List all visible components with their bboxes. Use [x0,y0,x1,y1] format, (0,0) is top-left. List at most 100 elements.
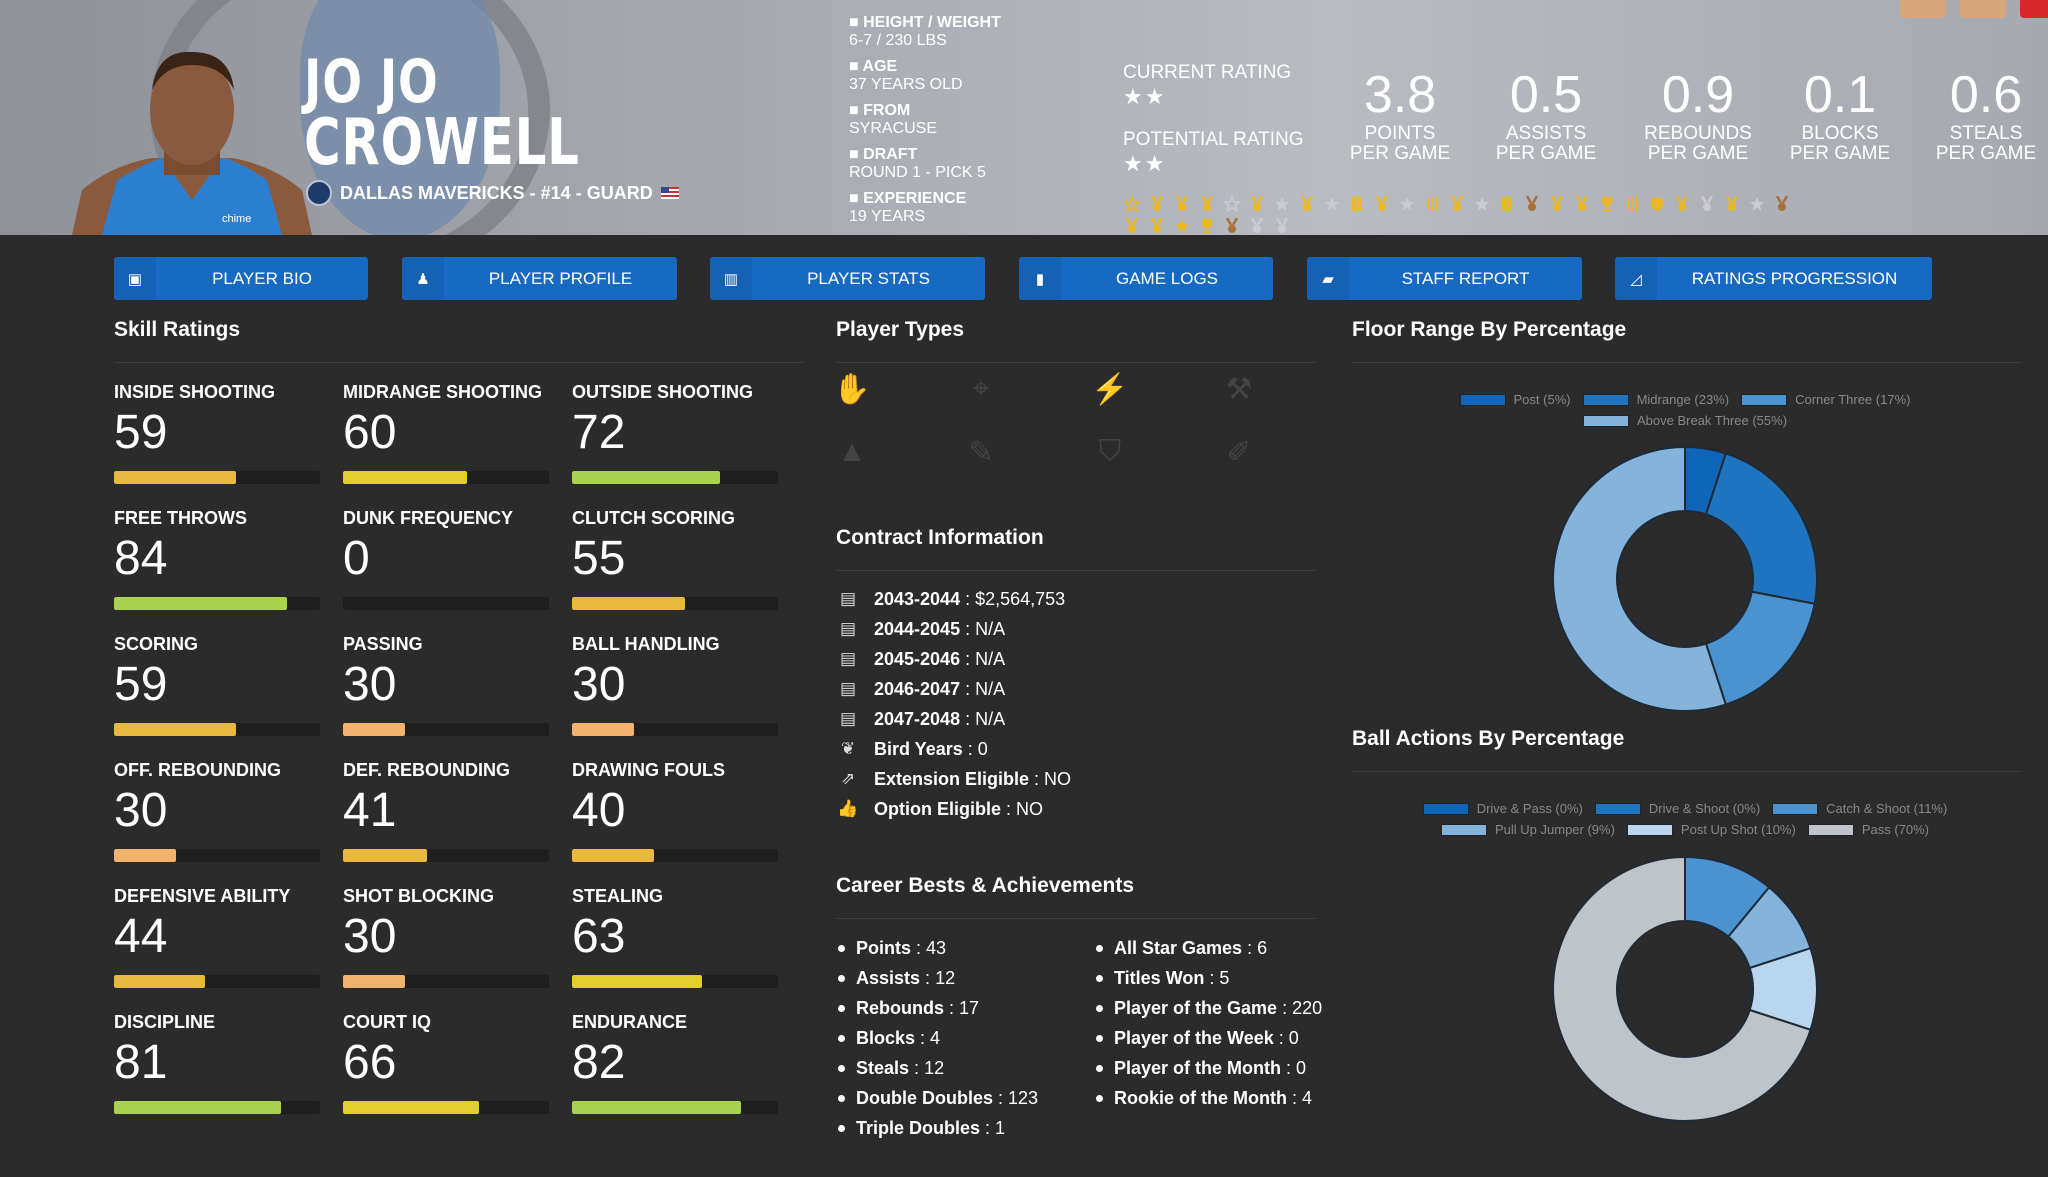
legend-label: Pull Up Jumper (9%) [1494,822,1615,837]
skill-rating: COURT IQ 66 [343,1012,549,1114]
magic-wand-icon[interactable]: ✎ [968,436,994,469]
divider [1352,771,2022,772]
skill-bar-fill [572,723,634,736]
career-value: 0 [1296,1058,1307,1078]
award-star-icon[interactable] [1273,196,1291,212]
award-medal-icon[interactable] [1698,196,1716,212]
contract-value: N/A [975,708,1006,729]
clipboard-icon: ▮ [1019,257,1061,300]
award-star-icon[interactable] [1473,196,1491,212]
award-star-outline-icon[interactable] [1223,196,1241,212]
award-star-icon[interactable] [1748,196,1766,212]
legend-swatch [1772,802,1819,815]
contract-line: 👍 Option Eligible : NO [837,798,1044,819]
contract-value: N/A [975,618,1006,639]
contract-label: 2047-2048 [874,708,961,729]
award-trophy-icon[interactable] [1598,196,1616,212]
contract-line: ⇗ Extension Eligible : NO [836,764,1071,794]
award-medal-icon[interactable] [1523,196,1541,212]
basketball-hand-icon[interactable]: ✋ [833,373,871,406]
legend-item[interactable]: Drive & Shoot (0%) [1594,801,1760,816]
award-star-icon[interactable] [1398,196,1416,212]
donut-slice[interactable] [1704,590,1816,706]
awards-row [1123,218,1291,234]
award-star-outline-icon[interactable] [1123,196,1141,212]
career-item: Rookie of the Month : 4 [1094,1083,1324,1113]
cone-icon[interactable]: ▲ [837,435,867,468]
current-rating-label: CURRENT RATING [1123,62,1292,83]
award-star-icon[interactable] [1173,218,1191,234]
stat-value: 0.1 [1803,66,1877,124]
career-item: Points : 43 [836,933,1038,963]
award-medal-icon[interactable] [1148,196,1166,212]
legend-label: Above Break Three (55%) [1636,413,1788,428]
legend-item[interactable]: Corner Three (17%) [1741,392,1910,407]
legend-item[interactable]: Above Break Three (55%) [1582,413,1788,428]
stat-per-game: 0.5 ASSISTS PER GAME [1471,66,1621,164]
skill-value: 72 [572,406,626,459]
skill-bar [572,849,778,862]
skill-label: DEFENSIVE ABILITY [114,886,291,906]
award-medal-icon[interactable] [1273,218,1291,234]
donut-slice[interactable] [1552,855,1812,1122]
prev-player-button[interactable] [1900,0,1946,18]
nav-player-profile-button[interactable]: ♟ PLAYER PROFILE [402,257,677,300]
award-trophy-icon[interactable] [1198,218,1216,234]
award-bars-icon[interactable] [1348,196,1366,212]
contract-value: NO [1044,768,1072,789]
award-medal-icon[interactable] [1448,196,1466,212]
contract-line: ▤ 2046-2047 : N/A [836,674,1071,704]
ruler-icon: ■ [849,14,864,31]
award-medal-icon[interactable] [1773,196,1791,212]
award-medal-icon[interactable] [1723,196,1741,212]
donut-slice[interactable] [1552,445,1728,712]
broom-icon[interactable]: ✐ [1226,436,1252,469]
award-medal-icon[interactable] [1223,218,1241,234]
award-bars-icon[interactable] [1623,196,1641,212]
stat-label: REBOUNDS [1644,123,1752,144]
nav-game-logs-button[interactable]: ▮ GAME LOGS [1019,257,1273,300]
award-star-icon[interactable] [1323,196,1341,212]
legend-item[interactable]: Drive & Pass (0%) [1422,801,1583,816]
nav-ratings-progression-button[interactable]: ◿ RATINGS PROGRESSION [1615,257,1932,300]
legend-item[interactable]: Catch & Shoot (11%) [1772,801,1947,816]
legend-item[interactable]: Post Up Shot (10%) [1626,822,1796,837]
legend-item[interactable]: Pull Up Jumper (9%) [1440,822,1615,837]
skill-rating: BALL HANDLING 30 [572,634,778,736]
hammer-icon[interactable]: ⚒ [1225,373,1253,406]
award-medal-icon[interactable] [1248,196,1266,212]
legend-item[interactable]: Pass (70%) [1807,822,1929,837]
award-medal-icon[interactable] [1123,218,1141,234]
award-medal-icon[interactable] [1173,196,1191,212]
crosshair-icon[interactable]: ⌖ [972,372,990,405]
nav-staff-report-button[interactable]: ▰ STAFF REPORT [1307,257,1582,300]
next-player-button[interactable] [1960,0,2006,18]
award-medal-icon[interactable] [1673,196,1691,212]
award-bars-icon[interactable] [1498,196,1516,212]
award-medal-icon[interactable] [1148,218,1166,234]
shield-icon[interactable]: ⛉ [1098,435,1122,468]
close-button[interactable] [2020,0,2048,18]
award-medal-icon[interactable] [1198,196,1216,212]
skill-bar-fill [572,849,655,862]
team-line: DALLAS MAVERICKS - #14 - GUARD [306,180,679,206]
legend-item[interactable]: Midrange (23%) [1582,392,1729,407]
award-medal-icon[interactable] [1373,196,1391,212]
career-item: Titles Won : 5 [1094,963,1324,993]
career-item: Triple Doubles : 1 [836,1113,1038,1143]
player-photo: chime [72,51,312,235]
info-value: ROUND 1 - PICK 5 [849,164,986,181]
nav-player-bio-button[interactable]: ▣ PLAYER BIO [114,257,368,300]
bolt-icon[interactable]: ⚡ [1091,373,1129,406]
award-medal-icon[interactable] [1298,196,1316,212]
award-medal-icon[interactable] [1548,196,1566,212]
skill-label: DEF. REBOUNDING [343,760,511,780]
award-shield-icon[interactable] [1648,196,1666,212]
legend-item[interactable]: Post (5%) [1459,392,1571,407]
comment-icon: ▰ [1307,257,1349,300]
donut-slice[interactable] [1704,452,1818,605]
award-medal-icon[interactable] [1248,218,1266,234]
award-bars-icon[interactable] [1423,196,1441,212]
award-medal-icon[interactable] [1573,196,1591,212]
nav-player-stats-button[interactable]: ▥ PLAYER STATS [710,257,985,300]
